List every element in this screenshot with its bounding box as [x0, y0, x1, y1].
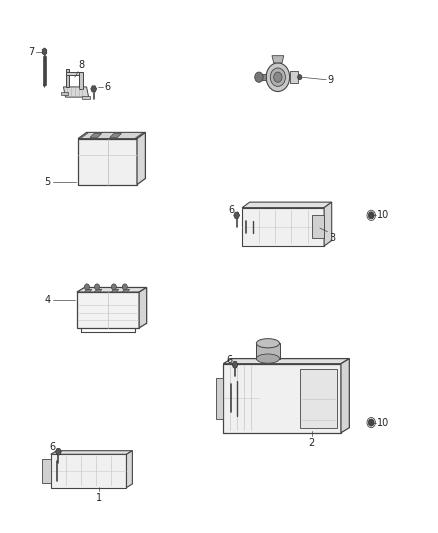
Polygon shape	[43, 85, 46, 87]
Polygon shape	[110, 133, 121, 138]
Polygon shape	[91, 86, 97, 92]
Circle shape	[367, 210, 375, 221]
Polygon shape	[61, 92, 67, 94]
Circle shape	[368, 419, 374, 426]
Circle shape	[266, 63, 290, 92]
Polygon shape	[79, 71, 83, 90]
Text: 4: 4	[45, 295, 51, 305]
Polygon shape	[311, 215, 324, 238]
Polygon shape	[234, 212, 240, 219]
Polygon shape	[81, 95, 90, 99]
Text: 6: 6	[50, 442, 56, 451]
Polygon shape	[66, 71, 82, 75]
Polygon shape	[78, 139, 137, 184]
Ellipse shape	[256, 354, 279, 363]
Text: 5: 5	[45, 176, 51, 187]
Polygon shape	[42, 48, 47, 55]
Polygon shape	[290, 71, 298, 83]
Polygon shape	[139, 287, 147, 328]
Ellipse shape	[256, 338, 279, 348]
Text: 3: 3	[329, 233, 336, 243]
Polygon shape	[56, 449, 61, 455]
Polygon shape	[77, 292, 139, 328]
Polygon shape	[122, 289, 130, 292]
Text: 8: 8	[78, 60, 84, 69]
Polygon shape	[51, 454, 127, 488]
Polygon shape	[66, 69, 69, 87]
Polygon shape	[272, 55, 284, 63]
Polygon shape	[242, 208, 324, 246]
Polygon shape	[80, 132, 143, 139]
Text: 1: 1	[96, 492, 102, 503]
Circle shape	[367, 417, 375, 427]
Polygon shape	[223, 359, 350, 364]
Text: 6: 6	[229, 205, 235, 215]
Text: 10: 10	[377, 417, 389, 427]
Polygon shape	[324, 202, 332, 246]
Polygon shape	[256, 343, 279, 359]
Circle shape	[111, 284, 117, 290]
Polygon shape	[95, 289, 102, 292]
Polygon shape	[51, 451, 132, 454]
Text: 6: 6	[227, 354, 233, 365]
Polygon shape	[232, 362, 238, 368]
Polygon shape	[90, 133, 102, 138]
Circle shape	[368, 212, 374, 219]
Circle shape	[95, 284, 99, 290]
Polygon shape	[78, 132, 145, 139]
Text: 7: 7	[28, 46, 34, 56]
Polygon shape	[64, 87, 88, 97]
Polygon shape	[300, 369, 337, 427]
Text: 2: 2	[308, 438, 314, 448]
Text: 9: 9	[328, 75, 334, 85]
Circle shape	[270, 68, 286, 86]
Polygon shape	[85, 289, 92, 292]
Text: 6: 6	[105, 83, 111, 92]
Polygon shape	[77, 287, 147, 292]
Polygon shape	[42, 459, 51, 482]
Polygon shape	[341, 359, 350, 433]
Polygon shape	[259, 74, 266, 80]
Polygon shape	[223, 364, 341, 433]
Circle shape	[122, 284, 127, 290]
Polygon shape	[215, 377, 223, 419]
Polygon shape	[127, 451, 132, 488]
Circle shape	[298, 75, 302, 80]
Text: 10: 10	[377, 211, 389, 220]
Polygon shape	[137, 132, 145, 184]
Circle shape	[274, 72, 282, 82]
Circle shape	[255, 72, 263, 82]
Circle shape	[85, 284, 89, 290]
Polygon shape	[111, 289, 119, 292]
Polygon shape	[242, 202, 332, 208]
